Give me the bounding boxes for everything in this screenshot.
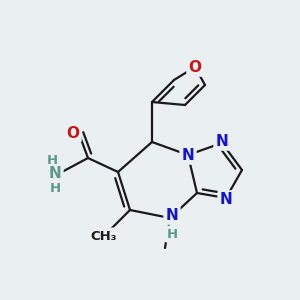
Text: H: H <box>50 182 61 196</box>
Text: N: N <box>220 193 232 208</box>
Text: H: H <box>46 154 58 166</box>
Text: CH₃: CH₃ <box>91 230 117 242</box>
Text: O: O <box>67 125 80 140</box>
Text: N: N <box>182 148 194 163</box>
Text: N: N <box>49 167 62 182</box>
Text: O: O <box>188 59 202 74</box>
Text: N: N <box>166 208 178 223</box>
Text: N: N <box>216 134 228 148</box>
Text: H: H <box>167 227 178 241</box>
